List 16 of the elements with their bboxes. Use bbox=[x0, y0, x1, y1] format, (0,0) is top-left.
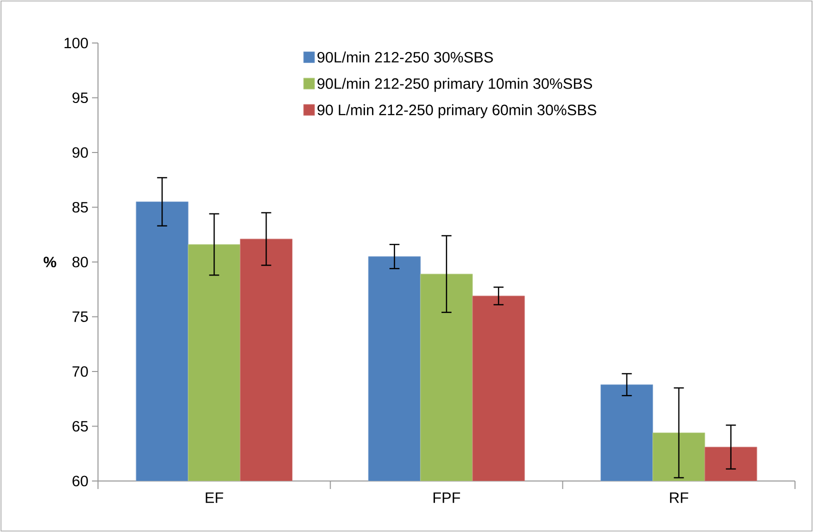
legend-label: 90 L/min 212-250 primary 60min 30%SBS bbox=[318, 104, 596, 118]
x-tick-label: FPF bbox=[434, 492, 460, 503]
y-tick-label: 90 bbox=[72, 147, 88, 158]
legend-label: 90L/min 212-250 30%SBS bbox=[318, 52, 493, 63]
x-tick-label: EF bbox=[206, 492, 224, 503]
y-tick-label: 80 bbox=[72, 256, 88, 268]
y-axis-title: % bbox=[44, 256, 56, 268]
y-tick-label: 70 bbox=[72, 366, 88, 377]
y-tick-label: 85 bbox=[72, 202, 88, 213]
y-tick-label: 65 bbox=[72, 420, 88, 432]
x-tick-label: RF bbox=[670, 492, 688, 503]
y-tick-label: 60 bbox=[72, 476, 88, 486]
y-tick-label: 95 bbox=[72, 92, 88, 104]
legend-label: 90L/min 212-250 primary 10min 30%SBS bbox=[318, 78, 592, 92]
y-tick-label: 75 bbox=[72, 312, 88, 322]
y-tick-label: 100 bbox=[64, 38, 88, 48]
